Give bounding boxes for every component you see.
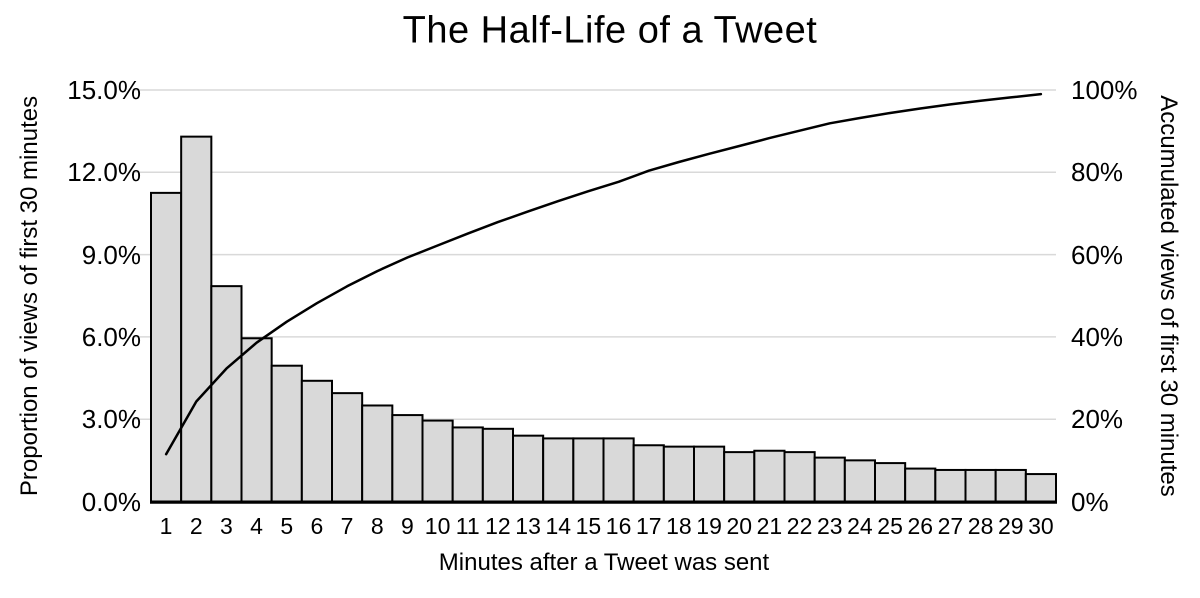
left-tick-6.0%: 6.0% bbox=[81, 321, 141, 352]
bar-minute-15 bbox=[572, 437, 605, 503]
x-tick-19: 19 bbox=[696, 513, 722, 539]
bar-minute-18 bbox=[662, 445, 695, 503]
x-tick-1: 1 bbox=[159, 513, 173, 539]
right-tick-40%: 40% bbox=[1071, 321, 1124, 352]
bar-minute-27 bbox=[934, 468, 967, 503]
x-tick-11: 11 bbox=[455, 513, 480, 539]
bar-minute-6 bbox=[300, 379, 334, 503]
bar-minute-29 bbox=[994, 468, 1027, 503]
x-tick-4: 4 bbox=[250, 513, 263, 539]
x-tick-23: 23 bbox=[816, 513, 843, 539]
x-tick-28: 28 bbox=[967, 513, 994, 539]
x-tick-6: 6 bbox=[310, 513, 324, 539]
accumulated-line bbox=[164, 92, 1043, 456]
x-tick-8: 8 bbox=[370, 513, 384, 539]
bar-minute-13 bbox=[512, 434, 545, 503]
bar-minute-3 bbox=[210, 285, 243, 503]
x-tick-26: 26 bbox=[907, 513, 934, 539]
bar-minute-14 bbox=[542, 437, 575, 503]
bar-minute-9 bbox=[391, 414, 424, 503]
x-tick-29: 29 bbox=[997, 513, 1024, 539]
bar-minute-28 bbox=[964, 468, 997, 503]
bar-minute-25 bbox=[874, 462, 907, 503]
bar-minute-20 bbox=[723, 451, 756, 503]
right-tick-0%: 0% bbox=[1071, 486, 1109, 517]
x-tick-15: 15 bbox=[575, 513, 602, 539]
x-tick-5: 5 bbox=[280, 513, 294, 539]
left-tick-12.0%: 12.0% bbox=[67, 157, 141, 188]
bar-minute-1 bbox=[150, 191, 183, 503]
bar-minute-19 bbox=[693, 445, 726, 503]
left-tick-15.0%: 15.0% bbox=[67, 75, 141, 105]
x-tick-10: 10 bbox=[424, 513, 451, 539]
x-tick-20: 20 bbox=[726, 513, 753, 539]
x-tick-9: 9 bbox=[401, 513, 414, 539]
left-tick-9.0%: 9.0% bbox=[81, 239, 141, 270]
bar-minute-8 bbox=[361, 404, 394, 503]
x-axis-title: Minutes after a Tweet was sent bbox=[438, 549, 770, 576]
x-tick-7: 7 bbox=[340, 513, 354, 539]
x-tick-25: 25 bbox=[877, 513, 903, 539]
x-tick-27: 27 bbox=[937, 513, 964, 539]
bar-minute-12 bbox=[481, 427, 515, 503]
bar-minute-11 bbox=[451, 426, 484, 503]
bar-minute-22 bbox=[783, 451, 816, 503]
bar-minute-21 bbox=[753, 449, 786, 503]
x-tick-16: 16 bbox=[605, 513, 632, 539]
bar-minute-16 bbox=[602, 437, 635, 503]
bar-minute-7 bbox=[331, 392, 364, 503]
bar-minute-17 bbox=[632, 444, 665, 503]
x-tick-14: 14 bbox=[545, 513, 572, 539]
x-tick-22: 22 bbox=[786, 513, 813, 539]
bar-minute-10 bbox=[421, 419, 454, 503]
right-tick-60%: 60% bbox=[1071, 239, 1124, 270]
x-tick-12: 12 bbox=[485, 513, 511, 539]
right-tick-80%: 80% bbox=[1071, 157, 1124, 188]
x-tick-3: 3 bbox=[220, 513, 233, 539]
bar-minute-4 bbox=[240, 337, 273, 503]
bar-minute-24 bbox=[843, 459, 876, 503]
x-tick-2: 2 bbox=[189, 513, 203, 539]
left-tick-0.0%: 0.0% bbox=[81, 486, 141, 517]
x-tick-30: 30 bbox=[1028, 513, 1054, 539]
right-tick-100%: 100% bbox=[1071, 75, 1138, 105]
x-tick-21: 21 bbox=[756, 513, 783, 539]
bar-minute-2 bbox=[180, 135, 213, 503]
x-tick-24: 24 bbox=[847, 513, 873, 539]
x-tick-17: 17 bbox=[635, 513, 662, 539]
bar-minute-5 bbox=[270, 364, 303, 503]
bar-minute-30 bbox=[1024, 473, 1058, 503]
x-tick-13: 13 bbox=[515, 513, 541, 539]
bar-minute-23 bbox=[813, 456, 846, 503]
right-tick-20%: 20% bbox=[1071, 404, 1124, 435]
x-tick-18: 18 bbox=[666, 513, 692, 539]
left-tick-3.0%: 3.0% bbox=[81, 404, 141, 435]
chart-title: The Half-Life of a Tweet bbox=[402, 9, 818, 52]
bar-minute-26 bbox=[904, 467, 937, 503]
